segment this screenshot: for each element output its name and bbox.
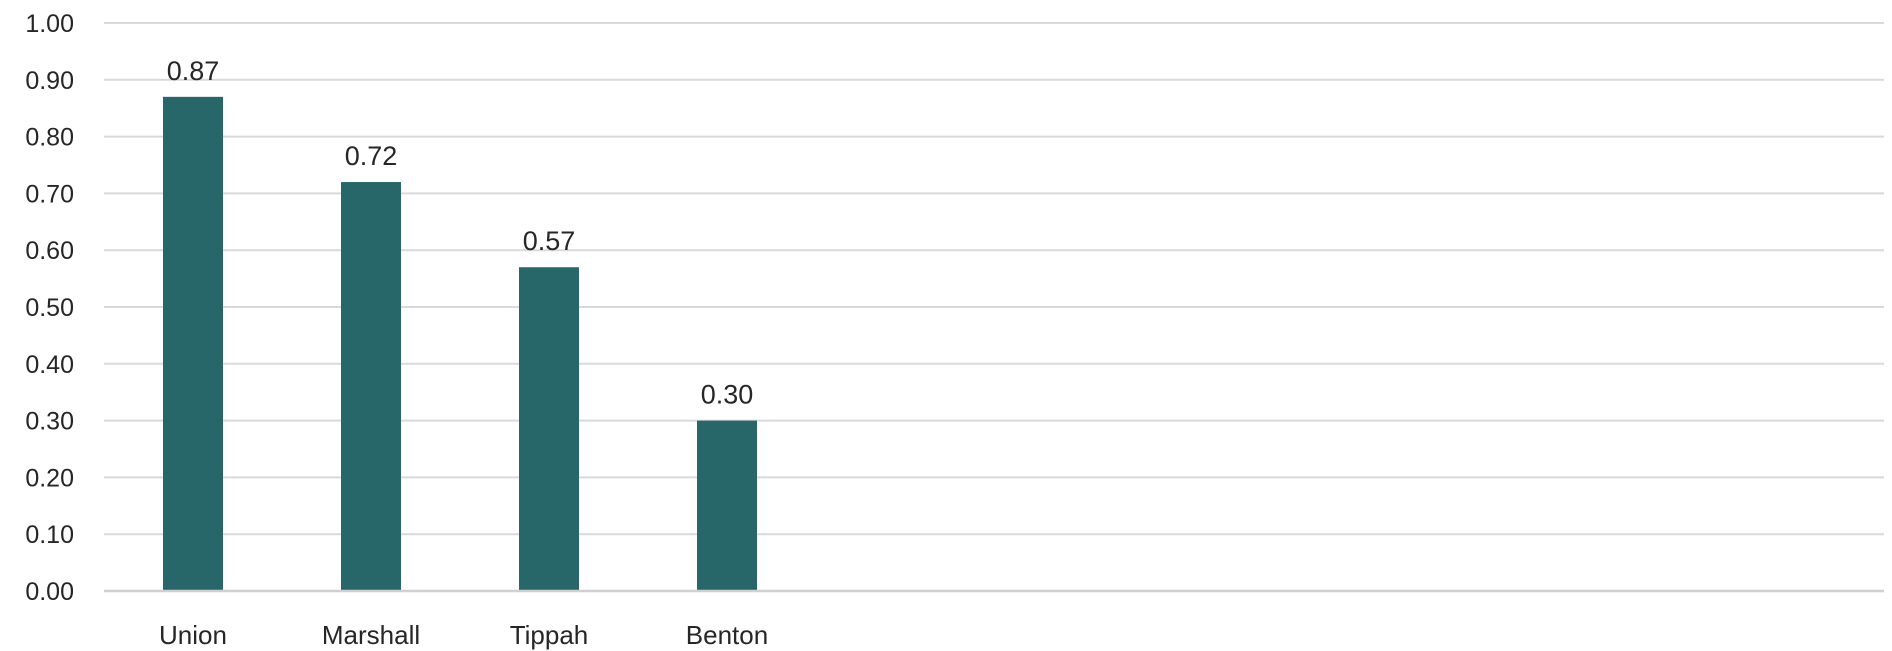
y-tick-label: 0.90: [25, 67, 74, 95]
y-tick-label: 0.40: [25, 351, 74, 379]
category-label-benton: Benton: [686, 620, 768, 650]
y-axis-tick-labels: 0.00 0.10 0.20 0.30 0.40 0.50 0.60 0.70 0.80 0.90…: [25, 10, 74, 606]
category-label-union: Union: [159, 620, 227, 650]
x-axis-category-labels: Union Marshall Tippah Benton: [159, 620, 768, 650]
y-tick-label: 1.00: [25, 10, 74, 38]
category-label-marshall: Marshall: [322, 620, 420, 650]
y-tick-label: 0.20: [25, 464, 74, 492]
y-tick-label: 0.60: [25, 237, 74, 265]
data-label-benton: 0.30: [701, 380, 754, 410]
category-label-tippah: Tippah: [510, 620, 589, 650]
bar-tippah: [519, 267, 579, 591]
data-label-marshall: 0.72: [345, 141, 398, 171]
bar-union: [163, 96, 223, 591]
bars: [163, 96, 757, 592]
data-labels: 0.87 0.72 0.57 0.30: [167, 56, 754, 410]
bar-marshall: [341, 182, 401, 592]
y-tick-label: 0.10: [25, 521, 74, 549]
y-tick-label: 0.00: [25, 578, 74, 606]
y-tick-label: 0.30: [25, 408, 74, 436]
data-label-union: 0.87: [167, 56, 220, 86]
bar-benton: [697, 420, 757, 591]
data-label-tippah: 0.57: [523, 226, 576, 256]
y-tick-label: 0.70: [25, 180, 74, 208]
y-tick-label: 0.80: [25, 124, 74, 152]
y-tick-label: 0.50: [25, 294, 74, 322]
